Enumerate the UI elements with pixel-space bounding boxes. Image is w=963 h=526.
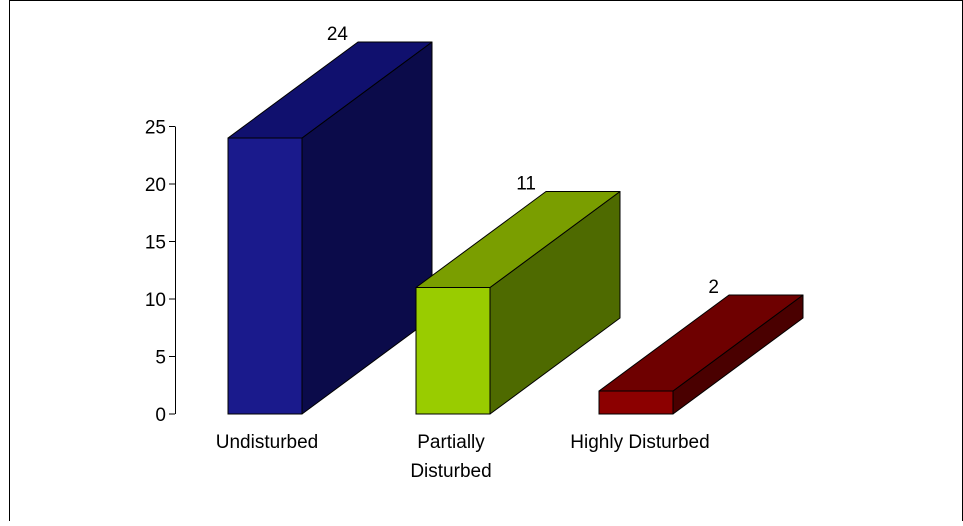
y-tick-label: 10 (145, 290, 166, 311)
x-category-label: Highly Disturbed (570, 432, 709, 453)
bars: 24 11 2 (227, 24, 804, 415)
bar-front-face (227, 137, 303, 415)
bar-1: 24 (227, 24, 433, 415)
y-tick-label: 15 (145, 233, 166, 254)
x-category-label: Partially Disturbed (410, 432, 491, 482)
y-tick-label: 0 (155, 405, 166, 426)
data-label: 2 (708, 277, 719, 298)
bar-3: 2 (598, 277, 804, 415)
x-category-label-line: Disturbed (410, 461, 491, 482)
x-category-label-line: Partially (417, 432, 485, 453)
data-label: 24 (327, 24, 349, 45)
y-tick-label: 25 (145, 118, 166, 139)
y-axis: 0 5 10 15 20 25 (145, 118, 176, 426)
x-category-label: Undisturbed (216, 432, 318, 453)
bar-front-face (415, 287, 491, 415)
x-category-label-line: Highly Disturbed (570, 432, 709, 453)
y-tick-label: 20 (145, 175, 166, 196)
data-label: 11 (516, 174, 536, 195)
bar-2: 11 (415, 174, 621, 415)
x-axis-labels: Undisturbed Partially Disturbed Highly Dist… (216, 432, 710, 482)
x-category-label-line: Undisturbed (216, 432, 318, 453)
bar-front-face (598, 390, 674, 415)
y-tick-label: 5 (155, 348, 166, 369)
